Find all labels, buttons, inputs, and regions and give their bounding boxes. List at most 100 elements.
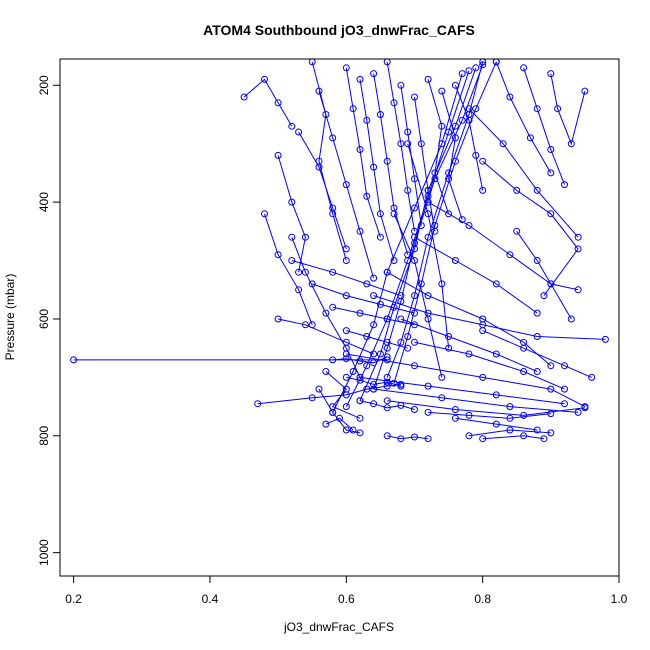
data-point [288, 233, 296, 241]
data-point [370, 321, 378, 329]
series-line [291, 237, 361, 378]
x-tick-label: 0.4 [202, 592, 219, 606]
series-line [427, 201, 579, 291]
data-point [315, 385, 323, 393]
x-axis: 0.2 0.4 0.6 0.8 1.0 [65, 575, 628, 606]
data-series [383, 397, 589, 419]
data-point [561, 400, 568, 408]
series-line [393, 213, 443, 378]
data-series [288, 257, 405, 300]
series-line [346, 376, 402, 387]
data-point [240, 93, 248, 101]
data-point [533, 105, 541, 113]
series-line [407, 143, 450, 349]
series-line [386, 61, 484, 378]
series-line [482, 330, 592, 378]
series-line [414, 236, 538, 314]
x-tick-label: 0.2 [65, 592, 82, 606]
series-line [277, 155, 306, 273]
data-point [458, 116, 466, 124]
data-point [520, 344, 528, 352]
data-point [308, 394, 316, 402]
data-point [261, 210, 268, 218]
data-point [574, 245, 582, 253]
data-series [274, 315, 378, 358]
data-point [363, 192, 371, 200]
data-point [451, 414, 459, 422]
y-tick-label: 200 [37, 75, 51, 95]
data-point [492, 350, 500, 358]
data-point [376, 233, 384, 241]
data-series [411, 93, 439, 235]
data-point [465, 350, 473, 358]
series-line [325, 417, 354, 431]
series-line [243, 78, 293, 127]
series-line [414, 96, 436, 232]
data-point [554, 105, 562, 113]
series-line [332, 356, 388, 364]
data-point [295, 286, 303, 294]
data-series [342, 373, 405, 390]
series-line [414, 341, 565, 390]
data-point [404, 186, 412, 194]
data-point [397, 292, 405, 300]
series-line [455, 417, 538, 431]
data-series [383, 432, 432, 443]
data-point [424, 292, 432, 300]
y-tick-label: 600 [37, 309, 51, 329]
series-line [325, 371, 361, 419]
data-series [295, 128, 350, 253]
data-point [533, 309, 541, 317]
data-series [479, 327, 596, 381]
data-point [342, 181, 350, 189]
data-point [342, 385, 350, 393]
data-point [417, 222, 425, 229]
data-point [342, 245, 350, 253]
data-series [404, 140, 453, 352]
data-point [451, 134, 459, 142]
data-series [479, 157, 582, 300]
data-point [547, 280, 555, 288]
data-point [363, 280, 371, 288]
series-line [332, 306, 415, 326]
data-point [329, 204, 337, 212]
data-point [301, 321, 309, 329]
data-point [342, 355, 350, 363]
data-point [581, 404, 589, 412]
data-series [356, 64, 480, 405]
data-point [424, 315, 432, 323]
data-series [411, 338, 568, 393]
data-point [404, 344, 412, 352]
series-line [291, 260, 402, 297]
data-point [438, 280, 446, 288]
data-series [411, 233, 541, 317]
data-point [356, 357, 364, 365]
data-point [274, 315, 282, 323]
x-tick-label: 1.0 [611, 592, 628, 606]
data-point [322, 111, 330, 118]
data-point [424, 75, 432, 83]
data-point [540, 292, 548, 300]
data-series [329, 353, 391, 367]
series-line [523, 67, 565, 185]
y-axis-label: Pressure (mbar) [3, 274, 17, 361]
series-line [393, 61, 497, 384]
data-point [533, 426, 541, 434]
series-line [373, 73, 409, 255]
data-point [370, 380, 378, 388]
data-series [322, 368, 364, 422]
data-point [254, 400, 262, 408]
data-point [383, 382, 391, 390]
data-point [397, 81, 405, 89]
chart-title: ATOM4 Southbound jO3_dnwFrac_CAFS [203, 22, 475, 38]
data-point [404, 140, 412, 148]
data-series [397, 315, 541, 375]
data-point [533, 368, 541, 375]
data-point [411, 204, 418, 212]
data-point [383, 378, 391, 386]
series-line [359, 400, 415, 410]
data-point [397, 435, 405, 443]
data-point [390, 257, 398, 264]
data-series [383, 58, 487, 381]
data-point [342, 403, 350, 411]
